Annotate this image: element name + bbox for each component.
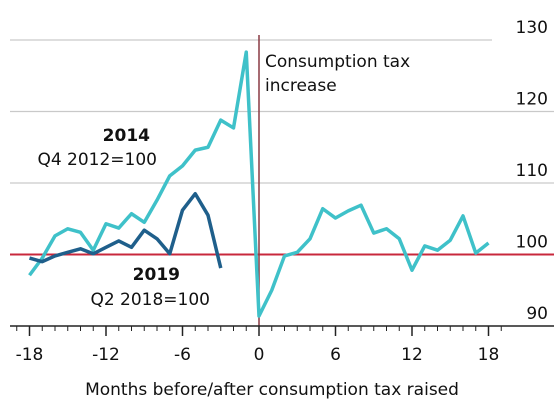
- annotation: Consumption tax: [265, 52, 410, 72]
- annotation: increase: [265, 76, 337, 96]
- series-line: [28, 50, 490, 318]
- y-tick-label: 130: [516, 18, 548, 38]
- y-tick-label: 90: [526, 304, 548, 324]
- annotation: Q2 2018=100: [90, 290, 210, 310]
- x-tick-label: -18: [16, 345, 44, 365]
- y-tick-label: 120: [516, 90, 548, 110]
- x-tick-label: 12: [401, 345, 423, 365]
- x-tick-label: 18: [478, 345, 500, 365]
- series-label: 2014: [103, 126, 150, 146]
- series-line: [29, 191, 223, 269]
- x-tick-label: -6: [174, 345, 191, 365]
- y-tick-label: 110: [516, 161, 548, 181]
- x-tick-label: -12: [92, 345, 120, 365]
- series-label: 2019: [133, 265, 180, 285]
- annotation: Q4 2012=100: [37, 150, 157, 170]
- x-tick-label: 6: [330, 345, 341, 365]
- x-axis-label: Months before/after consumption tax rais…: [85, 380, 459, 400]
- y-tick-label: 100: [516, 233, 548, 253]
- x-tick-label: 0: [254, 345, 265, 365]
